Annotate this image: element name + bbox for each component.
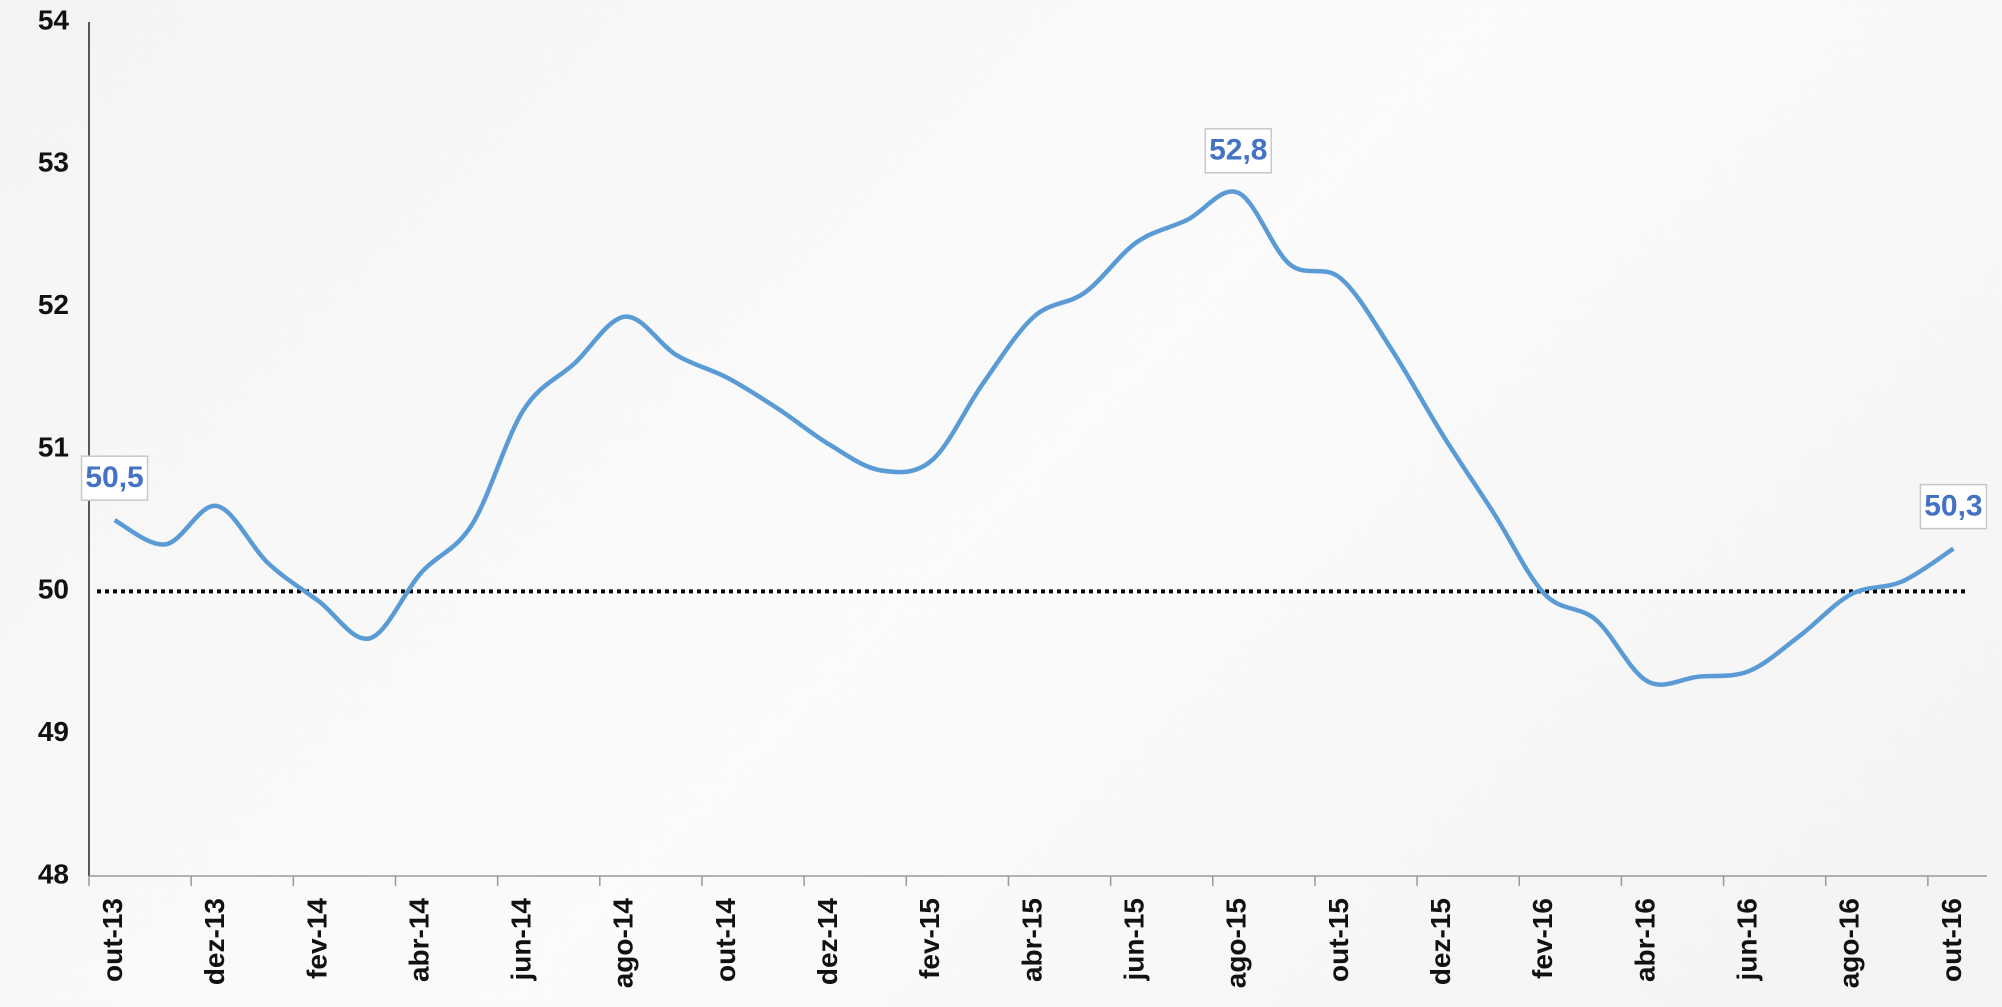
- value-label: 50,3: [1924, 490, 1982, 523]
- y-tick-label: 51: [38, 431, 69, 462]
- value-label-box: [80, 455, 149, 501]
- x-tick-label: jun-14: [506, 898, 537, 982]
- value-label: 52,8: [1209, 134, 1267, 167]
- value-label-box: [1919, 483, 1988, 530]
- x-tick-label: ago-14: [608, 898, 639, 989]
- x-tick-label: dez-15: [1425, 898, 1456, 985]
- x-tick-label: dez-14: [812, 898, 843, 986]
- x-tick-label: ago-16: [1834, 898, 1865, 988]
- y-tick-label: 49: [38, 716, 69, 747]
- x-tick-label: out-15: [1323, 898, 1354, 982]
- value-label-box: [1204, 128, 1273, 174]
- y-tick-label: 48: [38, 858, 69, 889]
- data-line: [113, 189, 1955, 687]
- x-tick-label: out-16: [1936, 898, 1967, 982]
- y-tick-label: 53: [38, 147, 69, 178]
- x-tick-label: fev-16: [1527, 898, 1558, 979]
- y-tick-label: 50: [38, 574, 69, 605]
- x-tick-label: fev-15: [914, 898, 945, 979]
- x-tick-label: ago-15: [1221, 898, 1252, 988]
- x-tick-label: dez-13: [199, 898, 230, 985]
- x-tick-label: abr-16: [1629, 898, 1660, 982]
- x-tick-label: jun-15: [1119, 898, 1150, 981]
- x-tick-label: abr-15: [1016, 898, 1047, 982]
- value-label: 50,5: [85, 461, 143, 494]
- x-tick-label: jun-16: [1731, 898, 1762, 981]
- x-tick-label: out-13: [97, 898, 128, 982]
- x-tick-label: fev-14: [301, 898, 332, 979]
- y-tick-label: 52: [38, 289, 69, 320]
- x-tick-label: out-14: [710, 898, 741, 982]
- x-tick-label: abr-14: [403, 898, 434, 982]
- y-tick-label: 54: [38, 4, 70, 35]
